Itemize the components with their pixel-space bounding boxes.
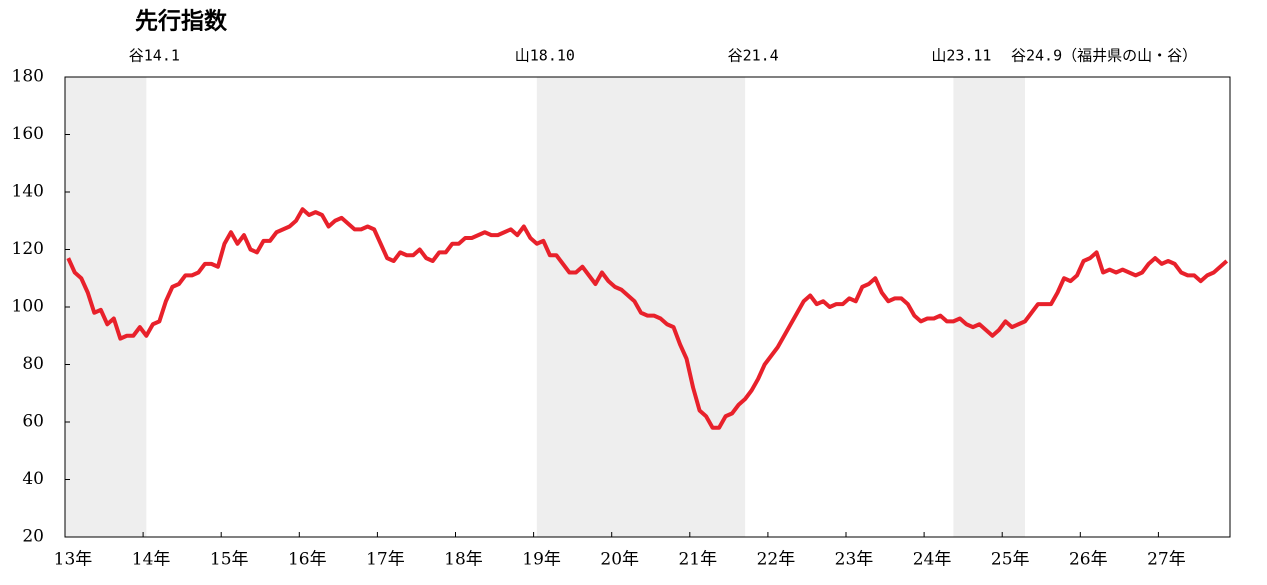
x-tick-label: 27年: [1147, 550, 1186, 570]
y-tick-label: 160: [12, 124, 44, 144]
x-tick-label: 16年: [288, 550, 327, 570]
y-tick-label: 120: [12, 239, 44, 259]
y-tick-label: 60: [22, 412, 44, 432]
x-tick-label: 15年: [210, 550, 249, 570]
y-tick-label: 140: [12, 182, 44, 202]
y-tick-label: 20: [22, 527, 44, 547]
shaded-band: [536, 77, 746, 537]
x-tick-label: 22年: [757, 550, 796, 570]
y-tick-label: 180: [12, 67, 44, 87]
y-tick-label: 40: [22, 469, 44, 489]
x-tick-label: 20年: [600, 550, 639, 570]
shaded-band: [65, 77, 147, 537]
x-tick-label: 19年: [522, 550, 561, 570]
y-tick-label: 100: [12, 297, 44, 317]
data-line: [66, 207, 1229, 430]
x-tick-label: 25年: [991, 550, 1030, 570]
x-tick-label: 23年: [835, 550, 874, 570]
annotation: 山18.10: [515, 47, 575, 65]
annotation: 山23.11: [931, 47, 991, 65]
annotation: 谷14.1: [129, 47, 180, 65]
x-tick-label: 14年: [132, 550, 171, 570]
x-tick-label: 26年: [1069, 550, 1108, 570]
x-tick-label: 17年: [366, 550, 405, 570]
shaded-band: [953, 77, 1025, 537]
annotation: 谷21.4: [728, 47, 779, 65]
chart-title: 先行指数: [135, 8, 228, 35]
x-tick-label: 24年: [913, 550, 952, 570]
x-tick-label: 18年: [444, 550, 483, 570]
x-tick-label: 21年: [678, 550, 717, 570]
x-tick-label: 13年: [54, 550, 93, 570]
annotation: 谷24.9（福井県の山・谷）: [1011, 47, 1197, 65]
y-tick-label: 80: [22, 354, 44, 374]
